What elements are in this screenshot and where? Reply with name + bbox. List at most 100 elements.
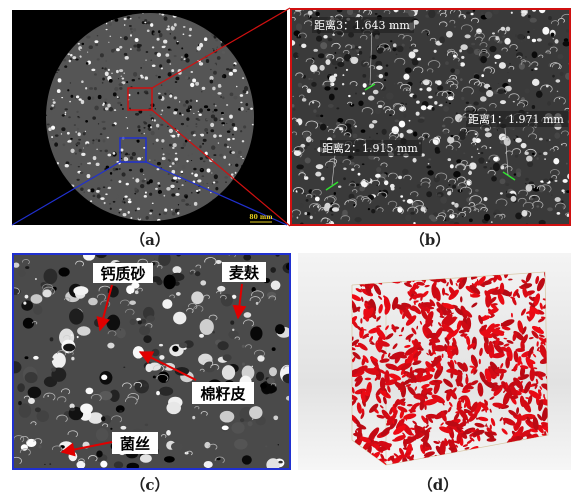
texture <box>52 139 54 141</box>
texture <box>181 199 185 202</box>
texture <box>513 136 517 139</box>
texture <box>119 410 122 412</box>
texture <box>146 315 155 321</box>
texture <box>216 64 217 65</box>
texture <box>210 80 213 84</box>
texture <box>53 101 56 104</box>
texture <box>158 76 161 78</box>
texture <box>51 136 53 138</box>
texture <box>183 26 186 28</box>
texture <box>121 158 122 159</box>
texture <box>506 27 510 32</box>
texture <box>191 192 193 194</box>
texture <box>212 48 213 49</box>
texture <box>206 118 209 120</box>
texture <box>207 168 211 172</box>
texture <box>478 153 479 154</box>
texture <box>314 212 316 213</box>
texture <box>204 37 207 41</box>
texture <box>96 428 109 441</box>
texture <box>559 98 560 99</box>
texture <box>327 126 329 127</box>
texture <box>416 100 420 103</box>
texture <box>413 49 418 52</box>
texture <box>399 133 403 138</box>
texture <box>96 149 97 150</box>
texture <box>128 211 130 214</box>
texture <box>137 48 141 51</box>
texture <box>532 187 539 192</box>
texture <box>118 78 119 79</box>
texture <box>297 53 299 56</box>
texture <box>407 199 413 204</box>
texture <box>271 327 273 329</box>
texture <box>175 81 178 83</box>
texture <box>70 408 75 412</box>
texture <box>357 54 359 55</box>
texture <box>130 34 132 36</box>
texture <box>222 365 235 380</box>
texture <box>238 151 242 155</box>
texture <box>223 354 232 361</box>
texture <box>343 168 346 170</box>
texture <box>80 172 84 174</box>
texture <box>84 191 85 193</box>
texture <box>125 56 129 60</box>
texture <box>166 90 170 93</box>
annotation: 钙质砂 <box>100 265 145 283</box>
texture <box>378 105 383 108</box>
texture <box>181 57 183 58</box>
texture <box>131 282 139 288</box>
texture <box>408 10 415 16</box>
texture <box>98 123 99 124</box>
texture <box>502 36 505 38</box>
texture <box>553 158 559 164</box>
texture <box>249 406 262 419</box>
texture <box>75 58 78 60</box>
texture <box>190 83 194 87</box>
texture <box>475 189 479 192</box>
texture <box>166 430 171 436</box>
texture <box>67 89 69 91</box>
texture <box>157 168 160 170</box>
texture <box>450 68 455 72</box>
texture <box>278 461 282 464</box>
texture <box>536 157 538 160</box>
texture <box>200 159 202 160</box>
texture <box>240 130 242 132</box>
texture <box>77 128 80 130</box>
texture <box>375 35 379 40</box>
texture <box>216 137 219 139</box>
texture <box>130 217 132 219</box>
texture <box>202 87 206 90</box>
texture <box>297 217 299 219</box>
texture <box>396 54 398 56</box>
texture <box>170 135 172 137</box>
texture <box>454 26 456 28</box>
texture <box>213 154 216 156</box>
texture <box>169 94 172 97</box>
texture <box>231 173 234 175</box>
texture <box>492 32 495 34</box>
texture <box>169 129 173 133</box>
texture <box>313 109 316 113</box>
texture <box>353 134 358 139</box>
texture <box>170 185 174 188</box>
texture <box>447 90 451 94</box>
texture <box>234 439 248 450</box>
texture <box>160 124 163 126</box>
texture <box>240 418 244 422</box>
texture <box>172 266 181 274</box>
texture <box>146 51 149 53</box>
texture <box>124 202 126 204</box>
texture <box>145 76 148 79</box>
texture <box>70 140 72 142</box>
texture <box>559 139 560 140</box>
texture <box>225 181 227 183</box>
texture <box>405 103 407 104</box>
texture <box>172 212 176 216</box>
texture <box>478 50 479 51</box>
texture <box>537 210 538 211</box>
texture <box>485 12 493 19</box>
texture <box>196 100 198 102</box>
